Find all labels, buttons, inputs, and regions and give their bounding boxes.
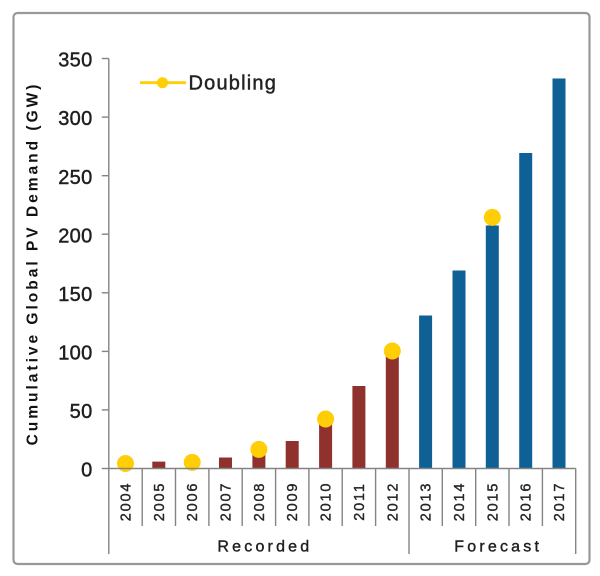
svg-text:2013: 2013	[419, 482, 435, 521]
svg-text:2009: 2009	[285, 482, 301, 521]
svg-text:50: 50	[70, 401, 93, 423]
svg-text:2012: 2012	[385, 482, 401, 521]
svg-text:Forecast: Forecast	[454, 539, 542, 556]
svg-text:2010: 2010	[319, 482, 335, 521]
svg-text:Doubling: Doubling	[189, 72, 278, 94]
svg-text:2006: 2006	[185, 482, 201, 521]
svg-text:2008: 2008	[252, 482, 268, 521]
svg-text:2015: 2015	[485, 482, 501, 521]
svg-text:2016: 2016	[519, 482, 535, 521]
svg-text:350: 350	[58, 50, 92, 72]
svg-text:2007: 2007	[219, 482, 235, 521]
svg-text:250: 250	[58, 167, 92, 189]
svg-text:2004: 2004	[119, 482, 135, 521]
svg-text:Recorded: Recorded	[217, 539, 312, 556]
svg-text:Cumulative Global PV Demand (G: Cumulative Global PV Demand (GW)	[25, 82, 42, 446]
svg-text:100: 100	[58, 343, 92, 365]
svg-text:2017: 2017	[552, 482, 568, 521]
svg-text:150: 150	[58, 284, 92, 306]
svg-text:2014: 2014	[452, 482, 468, 521]
svg-text:2011: 2011	[352, 482, 368, 520]
svg-text:0: 0	[81, 460, 92, 482]
svg-text:200: 200	[58, 225, 92, 247]
svg-text:2005: 2005	[152, 482, 168, 521]
svg-text:300: 300	[58, 108, 92, 130]
